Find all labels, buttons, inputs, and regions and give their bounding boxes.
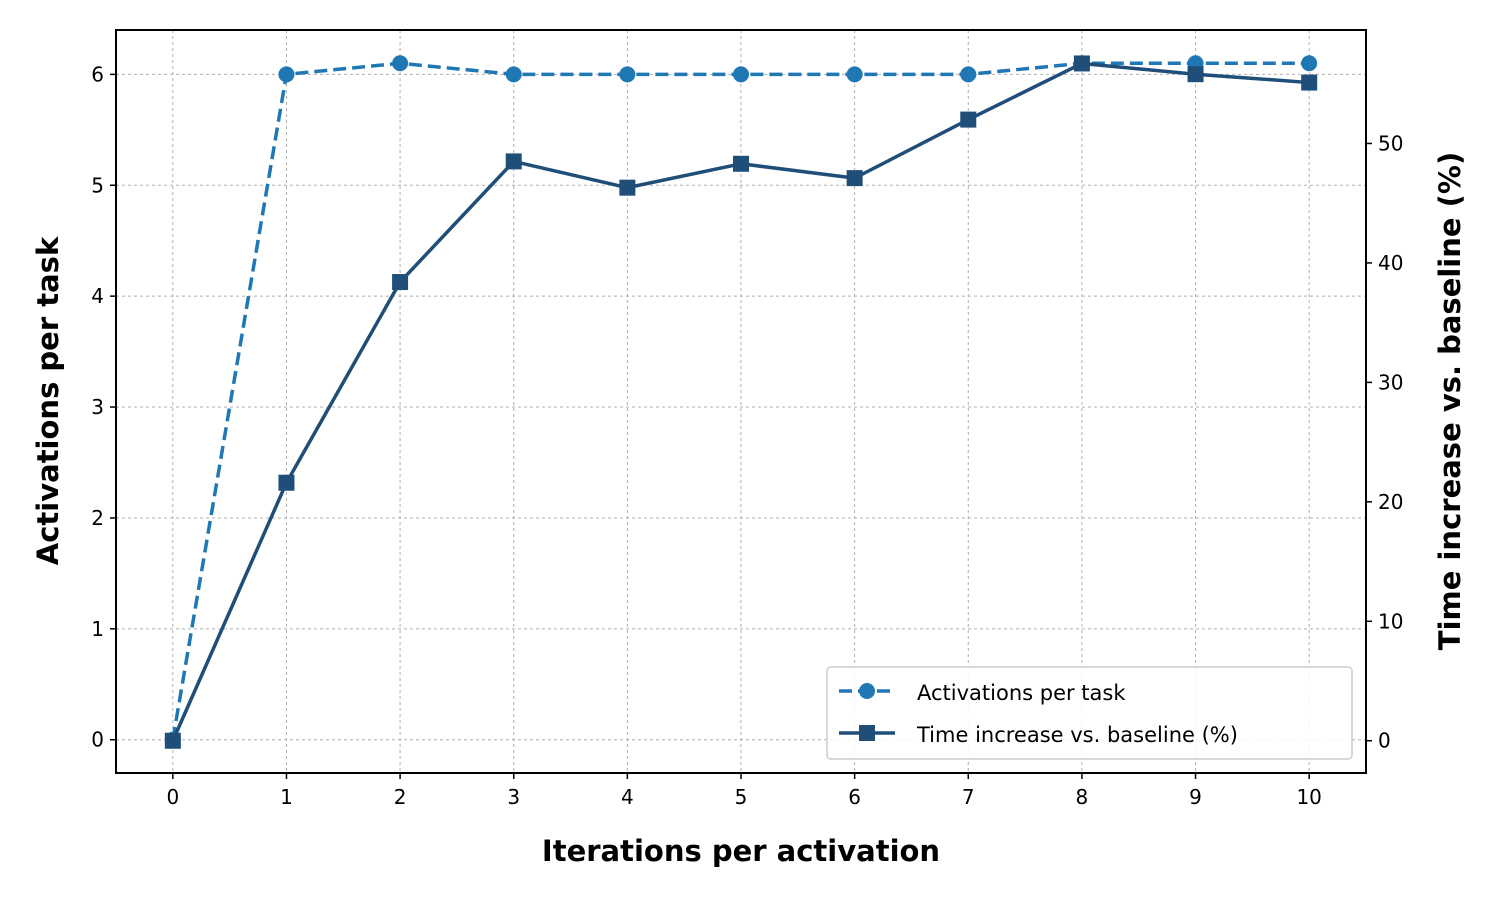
x-tick-label: 1: [280, 785, 293, 809]
x-tick-label: 4: [621, 785, 634, 809]
x-tick-label: 0: [166, 785, 179, 809]
x-tick-label: 3: [507, 785, 520, 809]
series-1-point: [619, 179, 636, 196]
series-1-point: [733, 155, 749, 172]
series-1-point: [164, 732, 181, 749]
series-1-point: [278, 474, 295, 491]
series-0-point: [733, 66, 749, 83]
legend-box: [826, 666, 1353, 760]
legend-marker-0: [859, 683, 875, 699]
x-tick-label: 9: [1189, 785, 1202, 809]
series-1-point: [846, 170, 863, 187]
legend-label-time-increase: Time increase vs. baseline (%): [916, 723, 1238, 747]
series-layer: [164, 55, 1318, 749]
left-y-axis-title: Activations per task: [31, 236, 65, 565]
right-y-tick-label: 50: [1378, 131, 1403, 155]
series-0-point: [1301, 55, 1318, 72]
left-y-tick-label: 2: [91, 506, 104, 530]
left-y-tick-label: 1: [91, 617, 104, 641]
series-0-point: [846, 66, 863, 83]
x-tick-label: 6: [848, 785, 861, 809]
right-y-tick-label: 10: [1378, 609, 1403, 633]
series-0-point: [505, 66, 522, 83]
legend-label-activations: Activations per task: [917, 681, 1126, 705]
series-0-point: [392, 55, 409, 72]
axes: 0 1 2 3 4 5 6 7 8 9 10 0 1 2 3 4 5 6 0 10 20 30 40 50: [91, 62, 1403, 809]
left-y-tick-label: 4: [91, 284, 104, 308]
right-y-tick-label: 20: [1378, 490, 1403, 514]
left-y-tick-label: 6: [91, 62, 104, 86]
series-1-point: [960, 111, 977, 128]
series-1-point: [1301, 74, 1318, 91]
left-y-tick-label: 0: [91, 728, 104, 752]
series-1-point: [392, 274, 409, 291]
right-y-axis-title: Time increase vs. baseline (%): [1433, 152, 1467, 650]
series-0-point: [960, 66, 977, 83]
series-1-point: [1073, 55, 1090, 72]
x-tick-label: 2: [394, 785, 407, 809]
grid: [116, 30, 1366, 773]
x-tick-label: 7: [962, 785, 975, 809]
series-1-point: [1187, 66, 1204, 83]
left-y-tick-label: 3: [91, 395, 104, 419]
right-y-tick-label: 0: [1378, 729, 1391, 753]
legend: Activations per task Time increase vs. b…: [826, 666, 1353, 760]
x-axis-title: Iterations per activation: [542, 834, 940, 868]
legend-marker-1: [859, 725, 875, 741]
x-tick-label: 8: [1076, 785, 1089, 809]
legend-entries: [839, 683, 895, 741]
x-tick-label: 10: [1296, 785, 1321, 809]
x-tick-label: 5: [735, 785, 748, 809]
series-1-point: [505, 153, 522, 170]
series-0-point: [619, 66, 636, 83]
right-y-tick-label: 40: [1378, 251, 1403, 275]
left-y-tick-label: 5: [91, 173, 104, 197]
right-y-tick-label: 30: [1378, 370, 1403, 394]
series-0-point: [278, 66, 295, 83]
